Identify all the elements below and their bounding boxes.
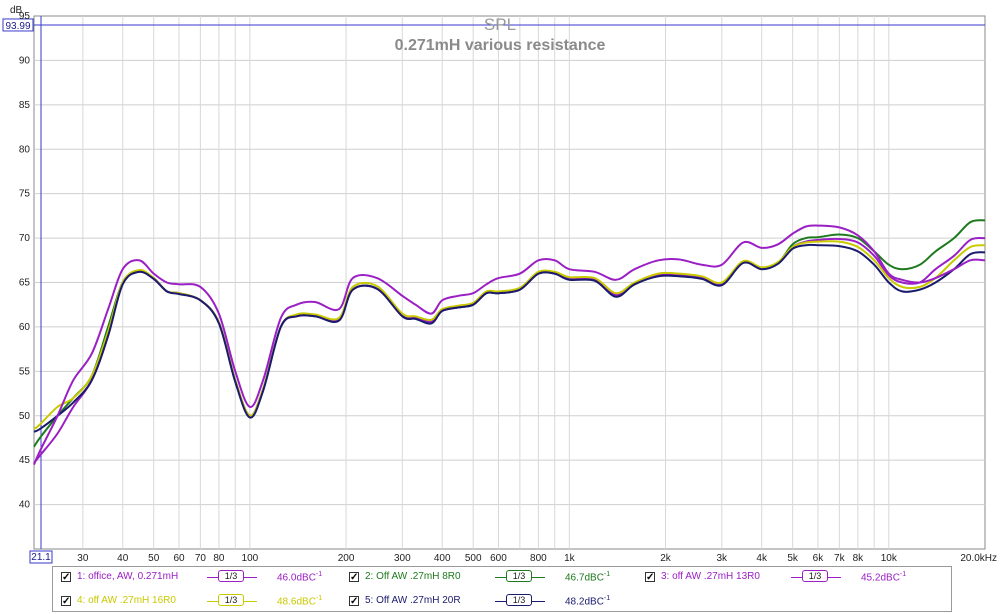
x-start-readout-box: [29, 550, 53, 564]
x-tick-label: 400: [434, 553, 451, 564]
legend-label: 3: off AW .27mH 13R0: [661, 571, 760, 582]
y-tick-label: 60: [19, 322, 31, 333]
y-tick-label: 55: [19, 366, 31, 377]
legend-item: ✓ 2: Off AW .27mH 8R0 1/3 46.7dBC-1: [349, 570, 634, 586]
legend-checkbox[interactable]: ✓: [349, 596, 359, 607]
x-tick-label: 5k: [787, 553, 799, 564]
smoothing-label: 1/3: [218, 594, 244, 606]
legend-label: 4: off AW .27mH 16R0: [77, 595, 176, 606]
legend-label: 1: office, AW, 0.271mH: [77, 571, 179, 582]
x-tick-label: 300: [394, 553, 411, 564]
legend-checkbox[interactable]: ✓: [61, 572, 71, 583]
y-tick-label: 95: [19, 11, 31, 22]
legend-item: ✓ 5: Off AW .27mH 20R 1/3 48.2dBC-1: [349, 594, 634, 610]
smoothing-label: 1/3: [218, 570, 244, 582]
y-axis-unit-label: dB: [10, 5, 23, 16]
y-tick-label: 40: [19, 500, 31, 511]
legend-level-sup: -1: [315, 571, 323, 578]
smoothing-label: 1/3: [506, 594, 532, 606]
y-tick-label: 70: [19, 233, 31, 244]
x-tick-label: 10k: [881, 553, 898, 564]
smoothing-control[interactable]: 1/3: [207, 570, 257, 584]
grid-lines: [34, 16, 985, 549]
x-tick-label: 100: [242, 553, 259, 564]
x-start-readout: 21.1: [31, 552, 51, 563]
legend-level: 46.7dBC-1: [565, 571, 611, 584]
y-tick-label: 90: [19, 55, 31, 66]
legend-label: 2: Off AW .27mH 8R0: [365, 571, 461, 582]
y-tick-label: 50: [19, 411, 31, 422]
series-layer: [33, 219, 986, 466]
smoothing-label: 1/3: [506, 570, 532, 582]
legend-item: ✓ 4: off AW .27mH 16R0 1/3 48.6dBC-1: [61, 594, 346, 610]
x-tick-label: 20.0kHz: [960, 553, 997, 564]
x-tick-label: 4k: [756, 553, 768, 564]
legend-checkbox[interactable]: ✓: [645, 572, 655, 583]
chart-title: SPL: [484, 15, 516, 34]
legend-level: 46.0dBC-1: [277, 571, 323, 584]
y-tick-label: 75: [19, 189, 31, 200]
cursor-readout: 93.99: [5, 21, 30, 32]
axis-labels: 40 45 50 55 60 65 70 75 80 85 90 95 30 40 50 60 70 80 100 2…: [19, 11, 997, 564]
legend-level-sup: -1: [603, 571, 611, 578]
smoothing-label: 1/3: [802, 570, 828, 582]
smoothing-control[interactable]: 1/3: [791, 570, 841, 584]
legend-level: 48.2dBC-1: [565, 595, 611, 608]
x-tick-label: 200: [338, 553, 355, 564]
x-tick-label: 3k: [716, 553, 728, 564]
legend-item: ✓ 3: off AW .27mH 13R0 1/3 45.2dBC-1: [645, 570, 930, 586]
x-tick-label: 500: [465, 553, 482, 564]
x-tick-label: 8k: [853, 553, 865, 564]
x-tick-label: 6k: [813, 553, 825, 564]
legend-level: 45.2dBC-1: [861, 571, 907, 584]
series-line-1: [33, 224, 986, 466]
smoothing-control[interactable]: 1/3: [207, 594, 257, 608]
legend-item: ✓ 1: office, AW, 0.271mH 1/3 46.0dBC-1: [61, 570, 346, 586]
legend-level: 48.6dBC-1: [277, 595, 323, 608]
x-tick-label: 80: [213, 553, 225, 564]
x-tick-label: 7k: [834, 553, 846, 564]
legend: ✓ 1: office, AW, 0.271mH 1/3 46.0dBC-1 ✓ 2: O…: [52, 566, 952, 612]
chart-subtitle: 0.271mH various resistance: [395, 37, 606, 54]
x-tick-label: 40: [117, 553, 129, 564]
cursor-readout-box: [2, 18, 34, 32]
y-tick-label: 45: [19, 455, 31, 466]
legend-label: 5: Off AW .27mH 20R: [365, 595, 461, 606]
cursor-lines[interactable]: 93.99: [2, 16, 985, 549]
legend-checkbox[interactable]: ✓: [349, 572, 359, 583]
y-tick-label: 65: [19, 278, 31, 289]
x-tick-label: 50: [148, 553, 160, 564]
x-tick-label: 60: [173, 553, 185, 564]
x-tick-label: 800: [530, 553, 547, 564]
smoothing-control[interactable]: 1/3: [495, 570, 545, 584]
smoothing-control[interactable]: 1/3: [495, 594, 545, 608]
series-line-5: [33, 243, 986, 433]
y-tick-label: 85: [19, 100, 31, 111]
x-tick-label: 2k: [660, 553, 672, 564]
legend-level-sup: -1: [899, 571, 907, 578]
legend-checkbox[interactable]: ✓: [61, 596, 71, 607]
x-tick-label: 30: [77, 553, 89, 564]
x-tick-label: 600: [490, 553, 507, 564]
x-tick-label: 1k: [564, 553, 576, 564]
y-tick-label: 80: [19, 144, 31, 155]
legend-level-sup: -1: [603, 595, 611, 602]
x-tick-label: 70: [195, 553, 207, 564]
legend-level-sup: -1: [315, 595, 323, 602]
